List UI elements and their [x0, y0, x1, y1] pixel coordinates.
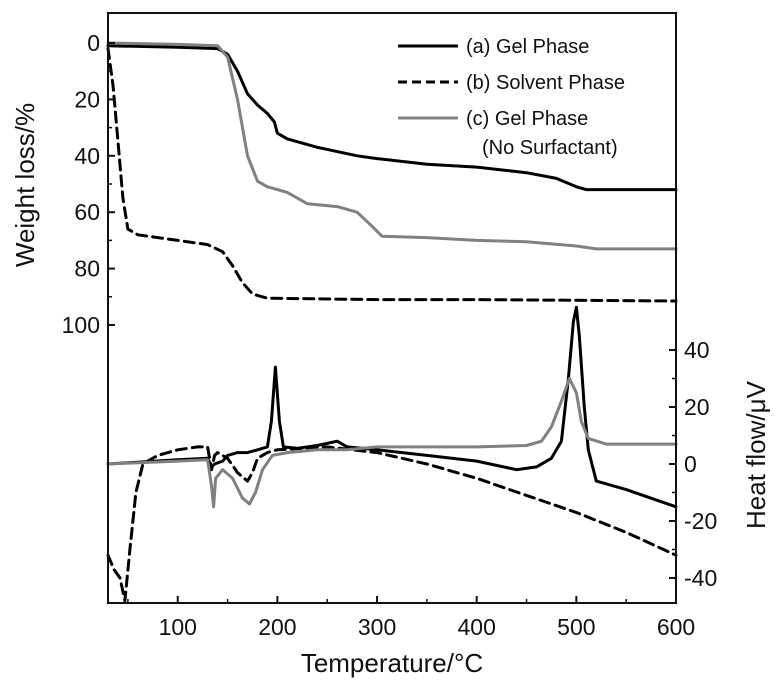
series-line-heat-flow-3 — [106, 305, 678, 509]
x-tick-label: 400 — [458, 614, 496, 640]
series-line-weight-loss-0 — [106, 44, 678, 192]
y-left-tick-label: 0 — [87, 30, 100, 56]
legend-label-b: (b) Solvent Phase — [466, 72, 625, 94]
x-tick-label: 300 — [358, 614, 396, 640]
series-line-weight-loss-2 — [106, 41, 678, 251]
x-axis-title: Temperature/°C — [301, 648, 483, 678]
legend-label-c: (c) Gel Phase — [466, 108, 588, 130]
x-tick-label: 600 — [657, 614, 695, 640]
y-right-tick-label: -20 — [684, 508, 717, 534]
y-left-axis-title: Weight loss/% — [10, 103, 40, 267]
x-tick-label: 500 — [557, 614, 595, 640]
plot-frame — [107, 12, 677, 604]
y-left-tick-label: 40 — [74, 143, 100, 169]
series-line-weight-loss-1 — [106, 47, 678, 303]
legend-label-a: (a) Gel Phase — [466, 36, 589, 58]
series-line-heat-flow-5 — [106, 377, 678, 509]
y-left-tick-label: 80 — [74, 256, 100, 282]
y-right-tick-label: 40 — [684, 337, 710, 363]
y-right-tick-label: 20 — [684, 394, 710, 420]
series-layer — [106, 41, 678, 603]
y-left-tick-label: 60 — [74, 199, 100, 225]
x-tick-label: 100 — [159, 614, 197, 640]
axes-layer: 100 200 300 400 500 60002040608010040200-20-4… — [62, 30, 718, 640]
y-left-tick-label: 20 — [74, 86, 100, 112]
y-right-tick-label: 0 — [684, 451, 697, 477]
y-right-axis-title: Heat flow/μV — [741, 380, 771, 529]
legend: (a) Gel Phase (b) Solvent Phase (c) Gel … — [398, 36, 625, 159]
y-right-tick-label: -40 — [684, 565, 717, 591]
legend-label-c-line2: (No Surfactant) — [482, 137, 618, 159]
series-line-heat-flow-4 — [106, 445, 678, 603]
y-left-tick-label: 100 — [62, 312, 100, 338]
x-tick-label: 200 — [258, 614, 296, 640]
